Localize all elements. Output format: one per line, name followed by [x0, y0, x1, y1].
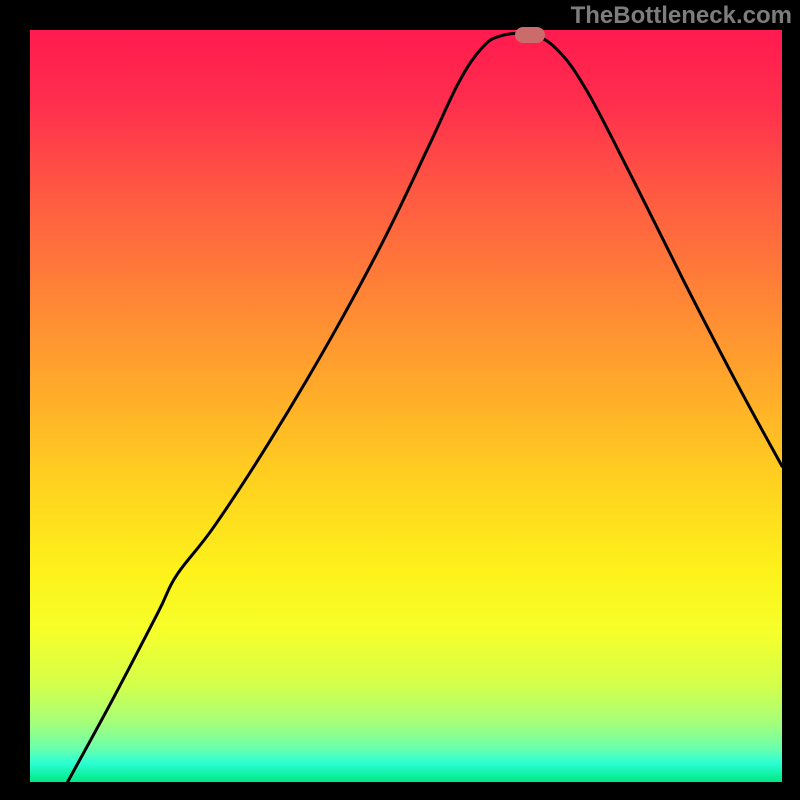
bottleneck-curve [30, 30, 782, 782]
curve-path [68, 33, 782, 782]
watermark-text: TheBottleneck.com [571, 2, 792, 30]
optimal-point-marker [515, 27, 545, 43]
chart-container: { "watermark": { "text": "TheBottleneck.… [0, 0, 800, 800]
plot-area [30, 30, 782, 782]
